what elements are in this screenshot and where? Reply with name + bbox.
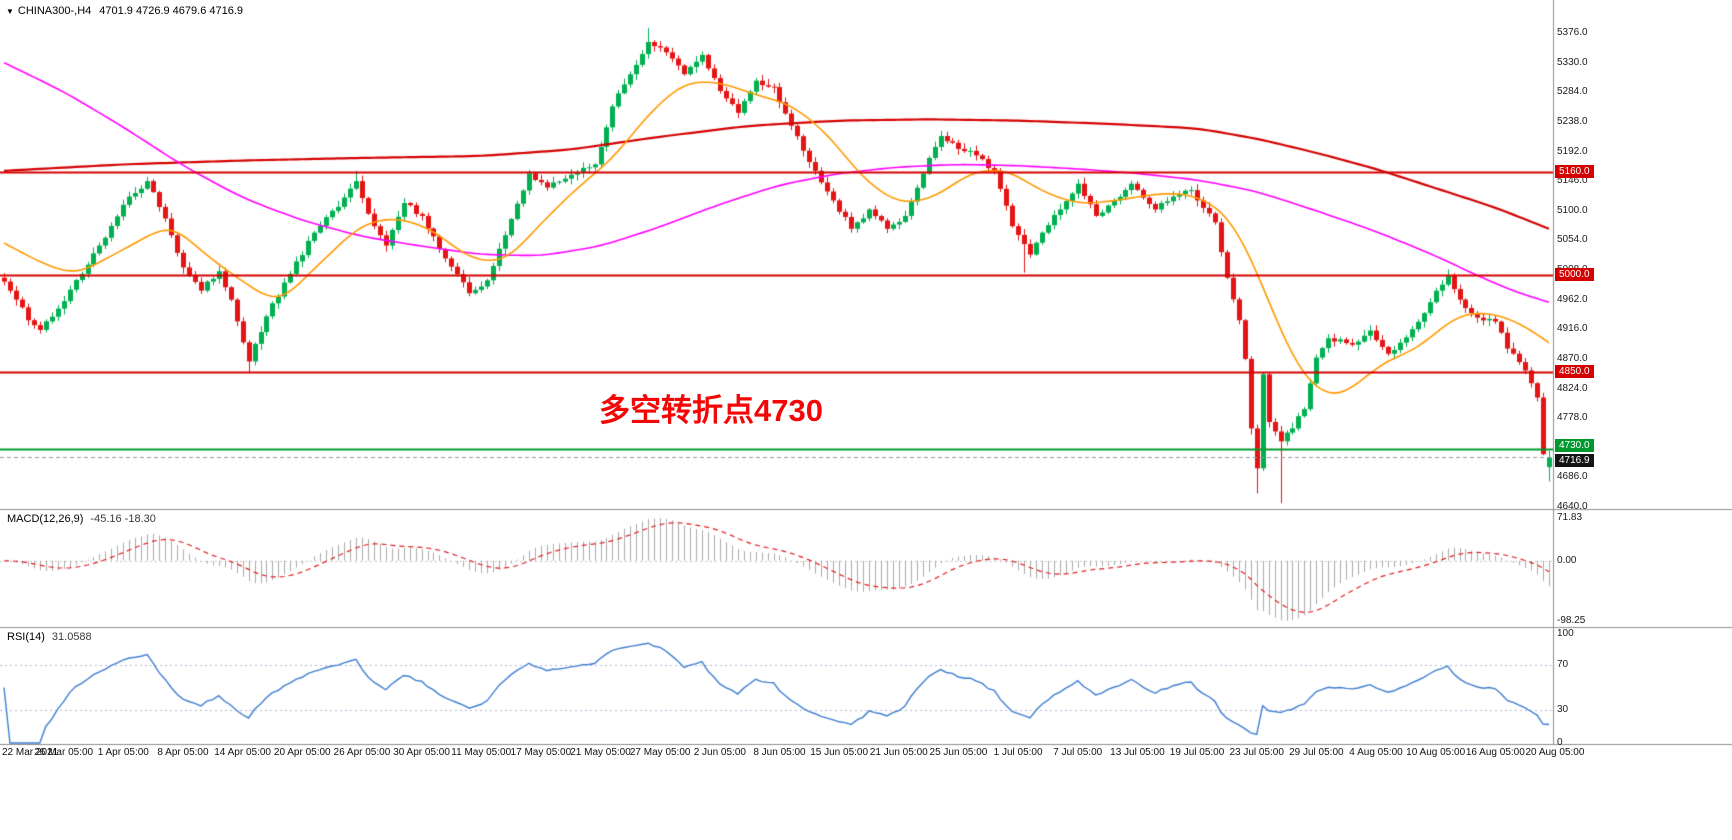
date-label: 11 May 05:00	[451, 747, 512, 758]
rsi-axis-label: 70	[1557, 659, 1569, 671]
price-tick-label: 5100.0	[1557, 204, 1588, 216]
symbol-timeframe-label: CHINA300-,H4	[17, 5, 92, 17]
date-label: 7 Jul 05:00	[1053, 747, 1103, 758]
date-label: 21 May 05:00	[570, 747, 631, 758]
rsi-axis-label: 0	[1557, 737, 1563, 748]
date-label: 1 Jul 05:00	[993, 747, 1043, 758]
price-tick-label: 4870.0	[1557, 352, 1588, 364]
date-label: 14 Apr 05:00	[214, 747, 271, 758]
ohlc-readout: 4701.9 4726.9 4679.6 4716.9	[99, 5, 244, 17]
macd-indicator-label: MACD(12,26,9) -45.16 -18.30	[7, 513, 156, 525]
date-label: 22 Mar 2021	[2, 747, 59, 758]
price-tick-label: 5330.0	[1557, 56, 1588, 68]
date-label: 13 Jul 05:00	[1110, 747, 1165, 758]
price-tick-label: 4640.0	[1557, 501, 1588, 512]
date-label: 4 Aug 05:00	[1349, 747, 1403, 758]
rsi-axis-label: 30	[1557, 703, 1569, 715]
date-label: 1 Apr 05:00	[97, 747, 149, 758]
hline-price-badge: 5000.0	[1555, 268, 1594, 282]
price-tick-label: 5054.0	[1557, 234, 1588, 246]
hline-price-badge: 5160.0	[1555, 165, 1594, 179]
rsi-axis-label: 100	[1557, 628, 1574, 639]
price-tick-label: 4686.0	[1557, 471, 1588, 483]
price-tick-label: 5146.0	[1557, 175, 1588, 187]
symbol-readout: ▼ CHINA300-,H4 4701.9 4726.9 4679.6 4716.9	[6, 5, 243, 17]
date-label: 29 Jul 05:00	[1289, 747, 1344, 758]
price-tick-label: 4778.0	[1557, 412, 1588, 424]
price-tick-label: 5284.0	[1557, 86, 1588, 98]
date-label: 26 Apr 05:00	[333, 747, 391, 758]
date-label: 15 Jun 05:00	[810, 747, 869, 758]
date-label: 17 May 05:00	[510, 747, 572, 758]
macd-axis-label: -98.25	[1557, 614, 1586, 626]
macd-axis-label: 0.00	[1557, 554, 1577, 566]
date-label: 8 Jun 05:00	[753, 747, 806, 758]
date-label: 25 Jun 05:00	[929, 747, 988, 758]
date-label: 20 Aug 05:00	[1525, 747, 1585, 758]
hline-price-badge: 4730.0	[1555, 439, 1594, 453]
date-label: 21 Jun 05:00	[869, 747, 928, 758]
rsi-indicator-label: RSI(14) 31.0588	[7, 631, 92, 643]
hline-price-badge: 4850.0	[1555, 364, 1594, 378]
symbol-dropdown-icon[interactable]: ▼	[6, 7, 14, 16]
rsi-title: RSI(14)	[7, 631, 45, 643]
price-tick-label: 4962.0	[1557, 293, 1588, 305]
date-label: 8 Apr 05:00	[157, 747, 209, 758]
current-price-badge: 4716.9	[1555, 454, 1594, 468]
macd-values: -45.16 -18.30	[90, 513, 156, 525]
date-label: 10 Aug 05:00	[1406, 747, 1466, 758]
rsi-value: 31.0588	[51, 631, 92, 643]
macd-title: MACD(12,26,9)	[7, 513, 84, 525]
macd-axis-label: 71.83	[1557, 512, 1583, 524]
date-label: 23 Jul 05:00	[1229, 747, 1284, 758]
price-tick-label: 5238.0	[1557, 115, 1588, 127]
date-label: 26 Mar 05:00	[34, 747, 94, 758]
chart-annotation-text[interactable]: 多空转折点4730	[599, 393, 823, 428]
price-tick-label: 5376.0	[1557, 27, 1588, 38]
price-tick-label: 5192.0	[1557, 145, 1588, 157]
date-label: 27 May 05:00	[629, 747, 691, 758]
date-label: 2 Jun 05:00	[693, 747, 746, 758]
price-tick-label: 4916.0	[1557, 323, 1588, 335]
date-label: 16 Aug 05:00	[1465, 747, 1525, 758]
date-label: 20 Apr 05:00	[273, 747, 331, 758]
price-tick-label: 4824.0	[1557, 382, 1588, 394]
date-label: 19 Jul 05:00	[1169, 747, 1225, 758]
date-label: 30 Apr 05:00	[393, 747, 450, 758]
